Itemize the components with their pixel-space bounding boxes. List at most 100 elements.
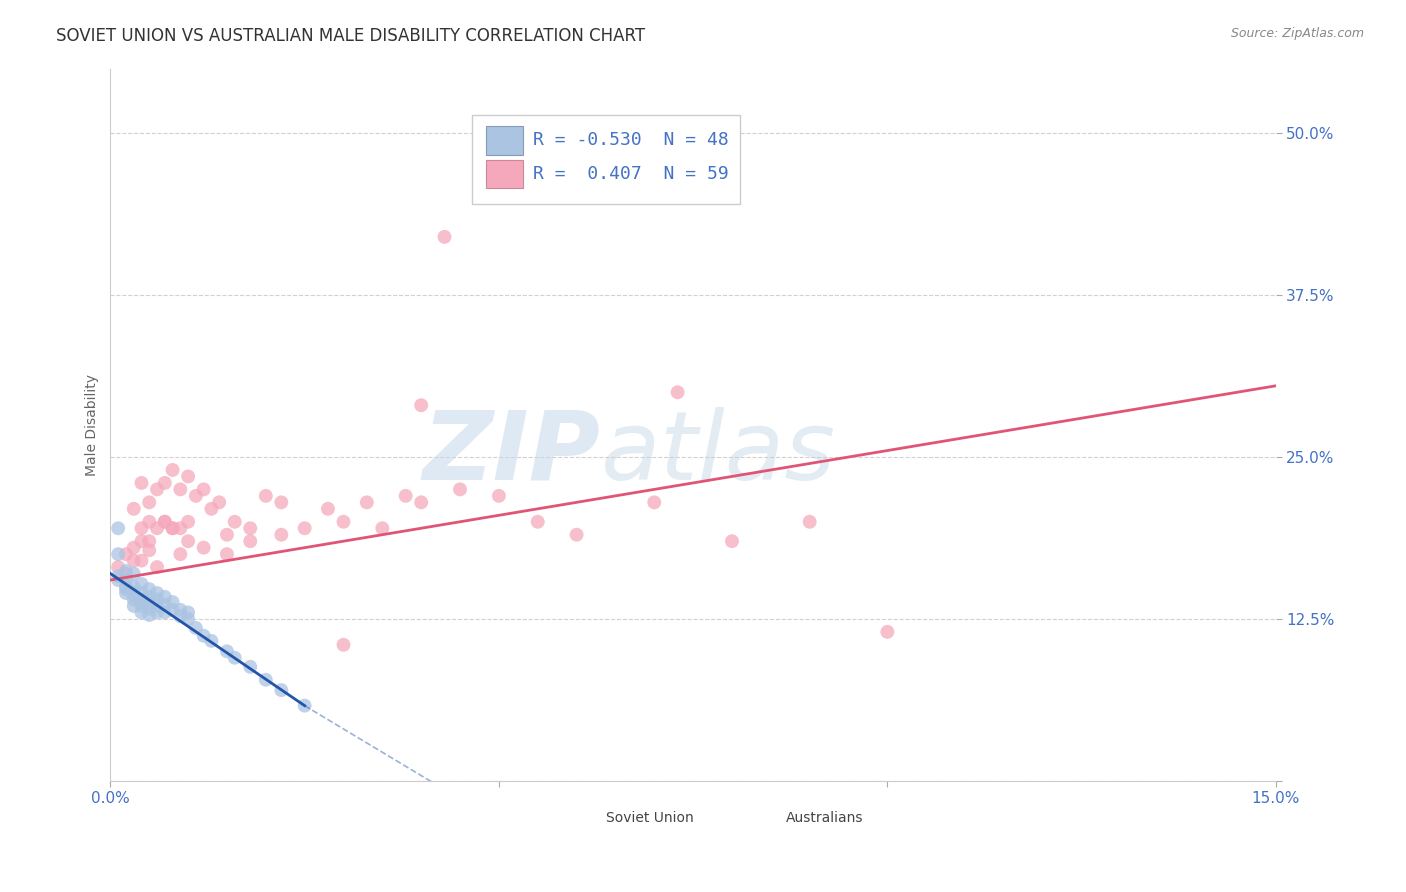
- Point: [115, 564, 138, 578]
- Text: Source: ZipAtlas.com: Source: ZipAtlas.com: [1230, 27, 1364, 40]
- Point: [162, 521, 184, 535]
- Point: [332, 515, 354, 529]
- Text: ZIP: ZIP: [422, 407, 600, 500]
- Point: [162, 521, 184, 535]
- Point: [131, 595, 153, 609]
- Point: [177, 469, 200, 483]
- Point: [270, 683, 292, 698]
- FancyBboxPatch shape: [485, 126, 523, 154]
- Point: [169, 547, 191, 561]
- Point: [131, 606, 153, 620]
- Point: [224, 515, 246, 529]
- Point: [215, 527, 238, 541]
- Point: [131, 534, 153, 549]
- Point: [146, 483, 169, 497]
- Point: [107, 569, 129, 583]
- Point: [153, 515, 176, 529]
- Point: [200, 634, 222, 648]
- Point: [177, 534, 200, 549]
- Point: [411, 398, 433, 412]
- Point: [184, 621, 207, 635]
- Point: [122, 589, 145, 603]
- Text: R = -0.530  N = 48: R = -0.530 N = 48: [533, 131, 730, 150]
- Point: [138, 534, 160, 549]
- Point: [122, 553, 145, 567]
- Point: [131, 599, 153, 613]
- Point: [122, 566, 145, 581]
- Point: [169, 521, 191, 535]
- Text: SOVIET UNION VS AUSTRALIAN MALE DISABILITY CORRELATION CHART: SOVIET UNION VS AUSTRALIAN MALE DISABILI…: [56, 27, 645, 45]
- Point: [666, 385, 689, 400]
- Point: [184, 489, 207, 503]
- Point: [146, 586, 169, 600]
- Point: [294, 698, 316, 713]
- Point: [193, 483, 215, 497]
- Point: [177, 612, 200, 626]
- Point: [115, 582, 138, 596]
- Y-axis label: Male Disability: Male Disability: [86, 374, 100, 475]
- FancyBboxPatch shape: [756, 810, 782, 830]
- Point: [193, 629, 215, 643]
- Point: [433, 230, 456, 244]
- Point: [115, 573, 138, 587]
- Point: [115, 547, 138, 561]
- Point: [107, 521, 129, 535]
- Point: [177, 606, 200, 620]
- Point: [146, 592, 169, 607]
- Point: [107, 573, 129, 587]
- Point: [122, 599, 145, 613]
- Point: [131, 586, 153, 600]
- Point: [643, 495, 665, 509]
- FancyBboxPatch shape: [485, 160, 523, 188]
- Point: [122, 501, 145, 516]
- Point: [122, 586, 145, 600]
- Point: [115, 580, 138, 594]
- Point: [411, 495, 433, 509]
- Text: Australians: Australians: [786, 811, 863, 825]
- Point: [107, 547, 129, 561]
- Point: [208, 495, 231, 509]
- Point: [138, 607, 160, 622]
- Point: [169, 483, 191, 497]
- Point: [270, 495, 292, 509]
- Point: [356, 495, 378, 509]
- Point: [115, 566, 138, 581]
- Point: [565, 527, 588, 541]
- FancyBboxPatch shape: [471, 115, 740, 204]
- Point: [510, 191, 533, 205]
- Text: R =  0.407  N = 59: R = 0.407 N = 59: [533, 165, 730, 183]
- Point: [131, 553, 153, 567]
- Point: [488, 489, 510, 503]
- Point: [332, 638, 354, 652]
- Point: [169, 609, 191, 624]
- Point: [131, 521, 153, 535]
- Point: [254, 673, 277, 687]
- Point: [153, 475, 176, 490]
- Point: [270, 527, 292, 541]
- Point: [254, 489, 277, 503]
- Point: [138, 595, 160, 609]
- Point: [153, 515, 176, 529]
- Point: [316, 501, 339, 516]
- Point: [146, 599, 169, 613]
- Point: [239, 534, 262, 549]
- Point: [115, 586, 138, 600]
- Point: [169, 603, 191, 617]
- Point: [193, 541, 215, 555]
- FancyBboxPatch shape: [575, 810, 600, 830]
- Point: [395, 489, 418, 503]
- Point: [162, 603, 184, 617]
- Point: [177, 515, 200, 529]
- Point: [131, 592, 153, 607]
- Point: [138, 543, 160, 558]
- Point: [239, 660, 262, 674]
- Point: [294, 521, 316, 535]
- Point: [138, 495, 160, 509]
- Point: [876, 624, 898, 639]
- Point: [138, 582, 160, 596]
- Point: [146, 560, 169, 574]
- Point: [721, 534, 744, 549]
- Point: [162, 595, 184, 609]
- Point: [122, 592, 145, 607]
- Point: [122, 580, 145, 594]
